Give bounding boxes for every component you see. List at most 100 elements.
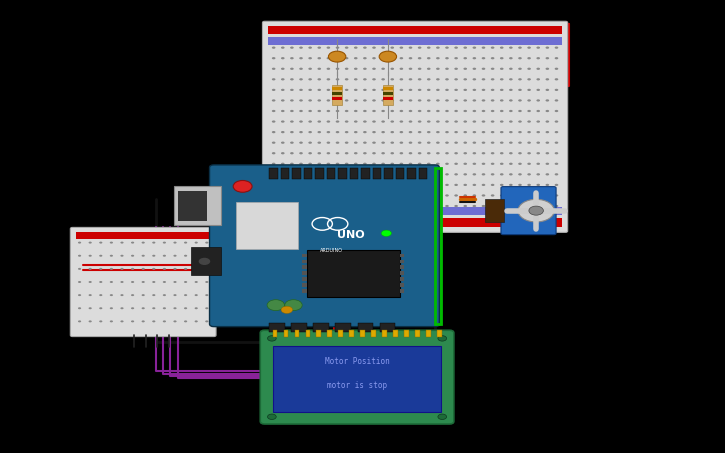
Circle shape	[372, 194, 376, 197]
Bar	[399, 289, 404, 293]
Circle shape	[555, 67, 558, 70]
Circle shape	[399, 184, 403, 186]
Circle shape	[527, 141, 531, 144]
Circle shape	[363, 152, 367, 154]
Circle shape	[88, 255, 92, 257]
Circle shape	[545, 57, 549, 59]
Circle shape	[481, 89, 485, 91]
Bar	[302, 260, 307, 263]
Circle shape	[555, 110, 558, 112]
Circle shape	[536, 89, 540, 91]
Circle shape	[536, 163, 540, 165]
Circle shape	[391, 184, 394, 186]
Circle shape	[78, 255, 81, 257]
Bar	[313, 323, 329, 332]
Bar	[380, 323, 395, 332]
Circle shape	[518, 152, 522, 154]
Circle shape	[363, 131, 367, 133]
Circle shape	[445, 173, 449, 175]
Bar	[302, 289, 307, 293]
Circle shape	[536, 99, 540, 101]
Circle shape	[308, 194, 312, 197]
Circle shape	[491, 194, 494, 197]
Circle shape	[399, 131, 403, 133]
Circle shape	[481, 141, 485, 144]
Bar	[191, 247, 221, 275]
Circle shape	[445, 141, 449, 144]
Circle shape	[500, 110, 504, 112]
Circle shape	[436, 120, 439, 123]
Circle shape	[473, 173, 476, 175]
Bar	[332, 87, 342, 90]
Circle shape	[152, 255, 155, 257]
Circle shape	[99, 268, 102, 270]
Circle shape	[88, 241, 92, 244]
Circle shape	[109, 268, 113, 270]
Circle shape	[184, 241, 187, 244]
Circle shape	[163, 294, 166, 296]
Circle shape	[418, 152, 421, 154]
Circle shape	[545, 67, 549, 70]
Circle shape	[336, 173, 339, 175]
Circle shape	[152, 241, 155, 244]
Circle shape	[436, 131, 439, 133]
Bar	[360, 330, 365, 337]
Circle shape	[545, 163, 549, 165]
Circle shape	[336, 152, 339, 154]
Circle shape	[500, 152, 504, 154]
Circle shape	[345, 163, 349, 165]
Circle shape	[555, 194, 558, 197]
Bar	[357, 323, 373, 332]
Circle shape	[409, 141, 413, 144]
Circle shape	[281, 57, 285, 59]
Bar	[302, 277, 307, 281]
Circle shape	[363, 110, 367, 112]
Circle shape	[299, 141, 303, 144]
Circle shape	[173, 268, 177, 270]
Circle shape	[536, 110, 540, 112]
Circle shape	[427, 184, 431, 186]
Circle shape	[455, 152, 458, 154]
Circle shape	[88, 307, 92, 309]
Circle shape	[205, 268, 208, 270]
Circle shape	[354, 194, 357, 197]
Bar	[407, 169, 415, 178]
Circle shape	[372, 67, 376, 70]
Circle shape	[473, 141, 476, 144]
Circle shape	[545, 194, 549, 197]
Circle shape	[281, 141, 285, 144]
Circle shape	[336, 120, 339, 123]
Circle shape	[152, 281, 155, 283]
Circle shape	[509, 141, 513, 144]
Circle shape	[436, 205, 439, 207]
Circle shape	[518, 199, 554, 222]
Circle shape	[78, 307, 81, 309]
Circle shape	[518, 173, 522, 175]
Circle shape	[78, 320, 81, 323]
Circle shape	[272, 110, 276, 112]
Circle shape	[372, 205, 376, 207]
Circle shape	[491, 89, 494, 91]
Bar	[485, 199, 504, 222]
Circle shape	[163, 241, 166, 244]
Circle shape	[455, 173, 458, 175]
Circle shape	[527, 78, 531, 81]
Circle shape	[418, 120, 421, 123]
Circle shape	[326, 194, 330, 197]
Circle shape	[418, 99, 421, 101]
Circle shape	[481, 99, 485, 101]
Circle shape	[318, 184, 321, 186]
Circle shape	[299, 120, 303, 123]
Circle shape	[518, 110, 522, 112]
Circle shape	[381, 120, 385, 123]
Circle shape	[381, 230, 392, 236]
Circle shape	[318, 110, 321, 112]
Circle shape	[509, 67, 513, 70]
Circle shape	[436, 163, 439, 165]
Circle shape	[391, 141, 394, 144]
Circle shape	[318, 194, 321, 197]
Circle shape	[299, 173, 303, 175]
Circle shape	[391, 110, 394, 112]
Circle shape	[536, 131, 540, 133]
Circle shape	[381, 99, 385, 101]
